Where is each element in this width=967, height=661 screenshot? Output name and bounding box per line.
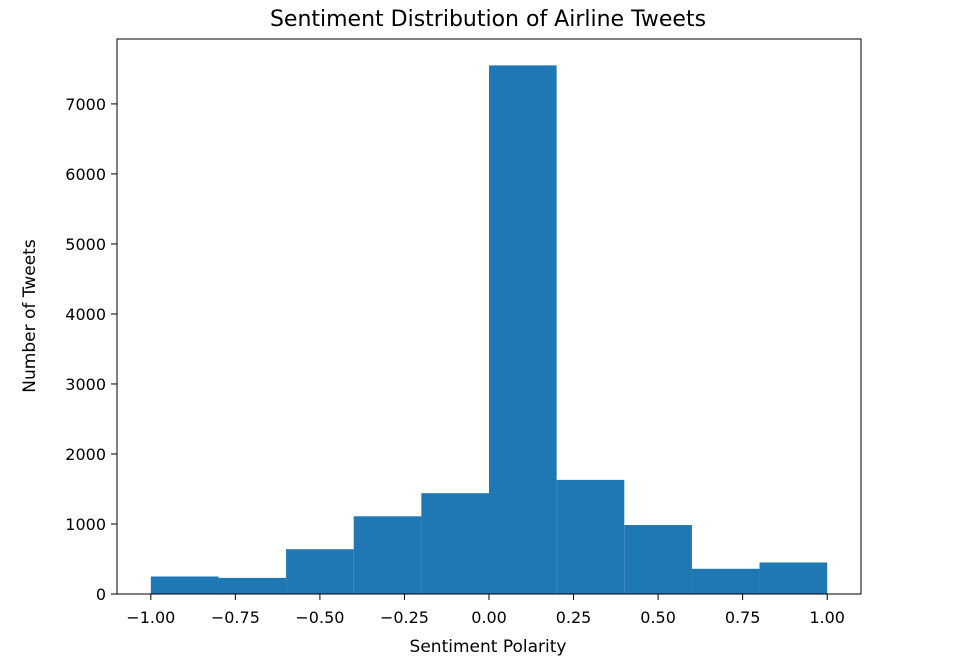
y-tick-label: 3000 bbox=[65, 375, 106, 394]
y-axis-label: Number of Tweets bbox=[20, 239, 40, 393]
plot-frame bbox=[116, 38, 862, 595]
histogram-bar bbox=[421, 493, 489, 594]
histogram-bar bbox=[353, 516, 422, 594]
x-tick-label: −0.50 bbox=[295, 608, 344, 627]
x-tick-label: 0.75 bbox=[725, 608, 761, 627]
x-tick-label: −0.75 bbox=[211, 608, 260, 627]
y-tick-label: 1000 bbox=[65, 515, 106, 534]
x-tick-label: −0.25 bbox=[380, 608, 429, 627]
bars-group bbox=[150, 65, 828, 594]
chart-title: Sentiment Distribution of Airline Tweets bbox=[270, 7, 706, 32]
histogram-bar bbox=[691, 568, 760, 594]
y-axis: 0 1000 2000 3000 4000 5000 6000 7000 bbox=[65, 95, 117, 604]
histogram-bar bbox=[624, 525, 692, 594]
histogram-bar bbox=[218, 577, 287, 594]
histogram-bar bbox=[489, 65, 557, 594]
histogram-bar bbox=[150, 576, 219, 594]
y-tick-label: 2000 bbox=[65, 445, 106, 464]
x-tick-label: 1.00 bbox=[809, 608, 845, 627]
y-tick-label: 4000 bbox=[65, 305, 106, 324]
x-tick-label: 0.50 bbox=[640, 608, 676, 627]
y-tick-label: 7000 bbox=[65, 95, 106, 114]
histogram-bar bbox=[556, 479, 625, 594]
x-axis-label: Sentiment Polarity bbox=[410, 637, 567, 657]
histogram-bar bbox=[759, 562, 828, 594]
x-tick-label: −1.00 bbox=[126, 608, 175, 627]
histogram-bar bbox=[286, 549, 354, 594]
y-tick-label: 5000 bbox=[65, 235, 106, 254]
y-tick-label: 0 bbox=[96, 585, 106, 604]
y-tick-label: 6000 bbox=[65, 165, 106, 184]
x-axis: −1.00 −0.75 −0.50 −0.25 0.00 0.25 0.50 0.75 1.00 bbox=[126, 594, 845, 627]
x-tick-label: 0.00 bbox=[471, 608, 507, 627]
x-tick-label: 0.25 bbox=[556, 608, 592, 627]
